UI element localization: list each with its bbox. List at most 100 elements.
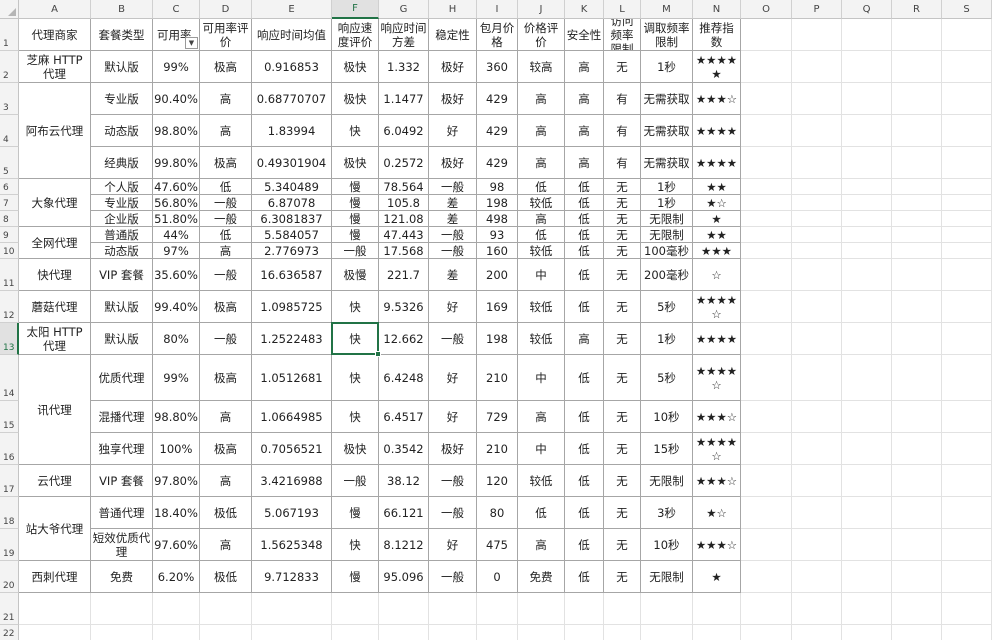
grid-cell[interactable] (842, 529, 892, 561)
data-cell[interactable]: 极高 (200, 433, 252, 465)
data-cell[interactable]: 低 (565, 291, 604, 323)
data-cell[interactable]: 普通版 (91, 227, 153, 243)
grid-cell[interactable] (518, 625, 565, 640)
data-cell[interactable]: 90.40% (153, 83, 200, 115)
grid-cell[interactable] (942, 401, 992, 433)
grid-cell[interactable] (892, 291, 942, 323)
data-cell[interactable]: 较低 (518, 465, 565, 497)
grid-cell[interactable] (741, 179, 792, 195)
grid-cell[interactable] (892, 259, 942, 291)
column-header-p[interactable]: P (792, 0, 842, 19)
data-cell[interactable]: 99.40% (153, 291, 200, 323)
data-cell[interactable]: 729 (477, 401, 518, 433)
grid-cell[interactable] (892, 593, 942, 625)
grid-cell[interactable] (792, 355, 842, 401)
data-cell[interactable]: 5.067193 (252, 497, 332, 529)
data-cell[interactable]: 一般 (332, 465, 379, 497)
grid-cell[interactable] (942, 593, 992, 625)
data-cell[interactable]: 无 (604, 291, 641, 323)
grid-cell[interactable] (792, 323, 842, 355)
data-cell[interactable]: 无 (604, 529, 641, 561)
grid-cell[interactable] (153, 625, 200, 640)
data-cell[interactable]: 0.49301904 (252, 147, 332, 179)
grid-cell[interactable] (91, 593, 153, 625)
grid-cell[interactable] (942, 51, 992, 83)
grid-cell[interactable] (91, 625, 153, 640)
data-cell[interactable]: 高 (200, 243, 252, 259)
data-cell[interactable]: 极好 (429, 433, 477, 465)
grid-cell[interactable] (741, 625, 792, 640)
column-header-g[interactable]: G (379, 0, 429, 19)
data-cell[interactable]: ★★★★ (693, 115, 741, 147)
data-cell[interactable]: 有 (604, 147, 641, 179)
header-cell[interactable]: 响应时间方差 (379, 19, 429, 51)
data-cell[interactable]: 1秒 (641, 51, 693, 83)
grid-cell[interactable] (892, 465, 942, 497)
data-cell[interactable]: 1.83994 (252, 115, 332, 147)
grid-cell[interactable] (252, 593, 332, 625)
column-header-a[interactable]: A (19, 0, 91, 19)
data-cell[interactable]: 210 (477, 355, 518, 401)
data-cell[interactable]: 高 (518, 401, 565, 433)
grid-cell[interactable] (741, 195, 792, 211)
grid-cell[interactable] (741, 593, 792, 625)
grid-cell[interactable] (792, 115, 842, 147)
data-cell[interactable]: ★☆ (693, 195, 741, 211)
data-cell[interactable]: 低 (518, 497, 565, 529)
data-cell[interactable]: 极好 (429, 83, 477, 115)
data-cell[interactable]: 低 (565, 227, 604, 243)
data-cell[interactable]: 17.568 (379, 243, 429, 259)
grid-cell[interactable] (641, 593, 693, 625)
row-header[interactable]: 5 (0, 147, 19, 179)
column-header-f[interactable]: F (332, 0, 379, 19)
data-cell[interactable]: 100% (153, 433, 200, 465)
data-cell[interactable]: 6.4248 (379, 355, 429, 401)
data-cell[interactable]: 无 (604, 243, 641, 259)
data-cell[interactable]: ★★★☆ (693, 401, 741, 433)
row-header[interactable]: 15 (0, 401, 19, 433)
grid-cell[interactable] (741, 401, 792, 433)
data-cell[interactable]: 一般 (429, 323, 477, 355)
data-cell[interactable]: 99% (153, 355, 200, 401)
grid-cell[interactable] (792, 259, 842, 291)
data-cell[interactable]: 1.5625348 (252, 529, 332, 561)
data-cell[interactable]: ★★★☆ (693, 83, 741, 115)
data-cell[interactable]: 无 (604, 323, 641, 355)
data-cell[interactable]: ★★ (693, 179, 741, 195)
data-cell[interactable]: 高 (518, 529, 565, 561)
grid-cell[interactable] (942, 83, 992, 115)
grid-cell[interactable] (641, 625, 693, 640)
row-header[interactable]: 8 (0, 211, 19, 227)
data-cell[interactable]: 429 (477, 147, 518, 179)
data-cell[interactable]: 普通代理 (91, 497, 153, 529)
grid-cell[interactable] (792, 561, 842, 593)
grid-cell[interactable] (892, 529, 942, 561)
grid-cell[interactable] (604, 625, 641, 640)
data-cell[interactable]: 无 (604, 355, 641, 401)
vendor-cell[interactable]: 讯代理 (19, 355, 91, 465)
data-cell[interactable]: 1.0985725 (252, 291, 332, 323)
data-cell[interactable]: ★☆ (693, 497, 741, 529)
data-cell[interactable]: 极低 (200, 561, 252, 593)
data-cell[interactable]: 较低 (518, 243, 565, 259)
data-cell[interactable]: 475 (477, 529, 518, 561)
data-cell[interactable]: 无需获取 (641, 83, 693, 115)
data-cell[interactable]: 10秒 (641, 529, 693, 561)
grid-cell[interactable] (252, 625, 332, 640)
grid-cell[interactable] (741, 259, 792, 291)
data-cell[interactable]: 免费 (518, 561, 565, 593)
grid-cell[interactable] (741, 227, 792, 243)
data-cell[interactable]: 105.8 (379, 195, 429, 211)
data-cell[interactable]: 混播代理 (91, 401, 153, 433)
grid-cell[interactable] (892, 51, 942, 83)
data-cell[interactable]: 一般 (429, 465, 477, 497)
data-cell[interactable]: 无 (604, 179, 641, 195)
header-cell[interactable]: 可用率评价 (200, 19, 252, 51)
row-header[interactable]: 16 (0, 433, 19, 465)
grid-cell[interactable] (604, 593, 641, 625)
row-header[interactable]: 19 (0, 529, 19, 561)
data-cell[interactable]: 无 (604, 497, 641, 529)
data-cell[interactable]: 160 (477, 243, 518, 259)
data-cell[interactable]: 1.0664985 (252, 401, 332, 433)
